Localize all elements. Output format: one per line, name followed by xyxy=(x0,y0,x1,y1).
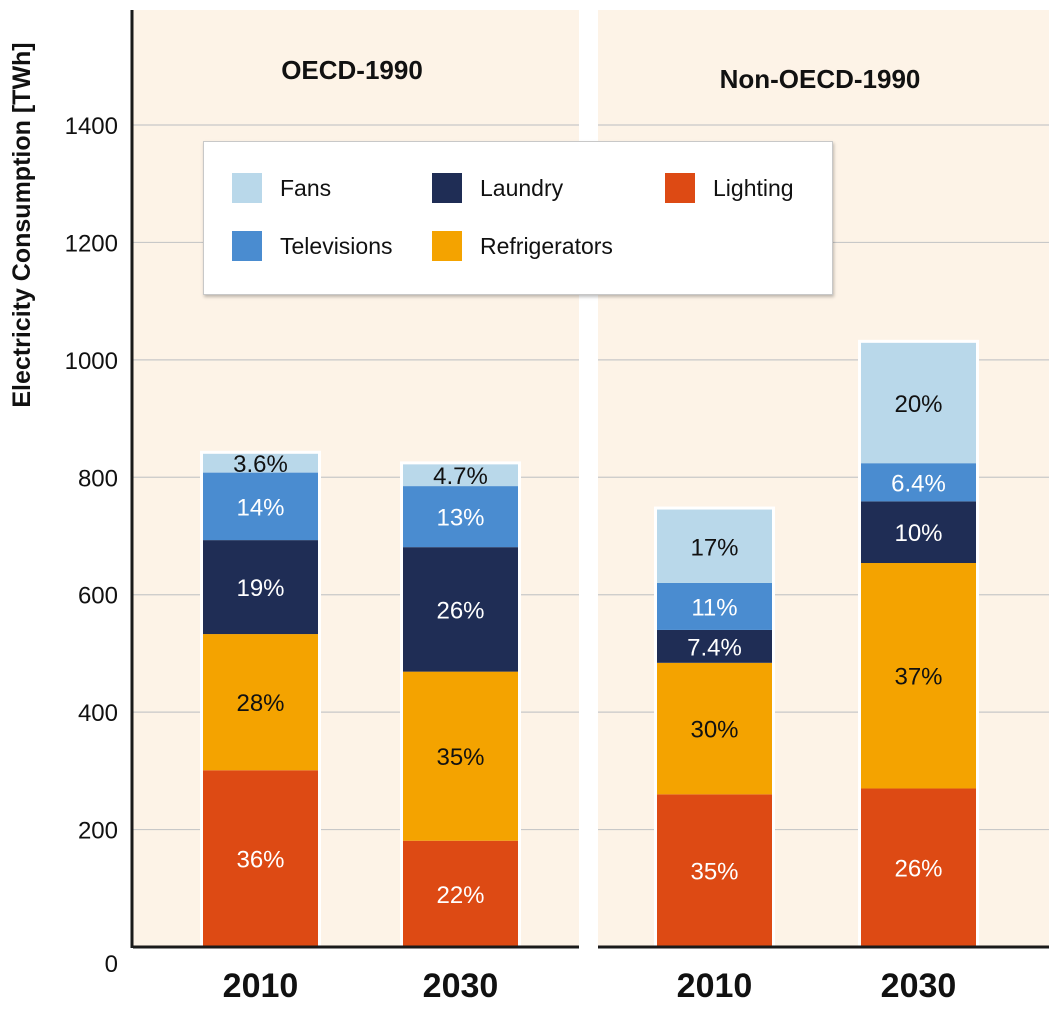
bar-segment-lighting xyxy=(861,788,976,947)
bar-segment-refrigerators xyxy=(861,563,976,789)
data-label: 37% xyxy=(894,664,942,691)
legend-item-televisions: Televisions xyxy=(232,230,393,262)
bar-segment-televisions xyxy=(657,582,772,630)
legend-swatch-laundry xyxy=(432,173,462,203)
bar-segment-laundry xyxy=(203,540,318,635)
data-label: 26% xyxy=(436,597,484,624)
legend-label-refrigerators: Refrigerators xyxy=(480,232,613,259)
bar-segment-refrigerators xyxy=(403,671,518,841)
legend-item-refrigerators: Refrigerators xyxy=(432,230,613,262)
bar-segment-televisions xyxy=(861,463,976,502)
data-label: 6.4% xyxy=(891,470,946,497)
x-category-label: 2010 xyxy=(677,967,753,1005)
data-label: 19% xyxy=(236,575,284,602)
legend-label-laundry: Laundry xyxy=(480,174,564,201)
data-label: 17% xyxy=(690,534,738,561)
x-category-label: 2030 xyxy=(423,967,499,1005)
legend-label-lighting: Lighting xyxy=(713,174,794,201)
data-label: 10% xyxy=(894,520,942,547)
legend-label-fans: Fans xyxy=(280,174,332,201)
bar-segment-fans xyxy=(203,453,318,473)
bar-segment-lighting xyxy=(403,840,518,947)
data-label: 26% xyxy=(894,856,942,883)
data-label: 22% xyxy=(436,882,484,909)
data-label: 14% xyxy=(236,494,284,521)
bar-segment-laundry xyxy=(403,547,518,672)
bar-segment-laundry xyxy=(861,501,976,564)
bar-segment-fans xyxy=(657,509,772,583)
y-tick-label: 0 xyxy=(105,951,118,978)
y-axis-title: Electricity Consumption [TWh] xyxy=(8,42,36,407)
legend-swatch-lighting xyxy=(665,173,695,203)
data-label: 20% xyxy=(894,391,942,418)
y-tick-label: 800 xyxy=(78,465,118,492)
legend-item-laundry: Laundry xyxy=(432,172,563,204)
y-tick-label: 1400 xyxy=(65,113,118,140)
y-tick-label: 600 xyxy=(78,583,118,610)
legend-swatch-refrigerators xyxy=(432,231,462,261)
data-label: 13% xyxy=(436,505,484,532)
data-label: 28% xyxy=(236,690,284,717)
legend-swatch-fans xyxy=(232,173,262,203)
bar-segment-lighting xyxy=(657,794,772,947)
data-label: 36% xyxy=(236,847,284,874)
bar-segment-lighting xyxy=(203,770,318,947)
legend-label-televisions: Televisions xyxy=(280,232,393,259)
y-tick-label: 200 xyxy=(78,818,118,845)
bar-segment-laundry xyxy=(657,629,772,663)
y-tick-label: 1000 xyxy=(65,348,118,375)
panel-title-1: OECD-1990 xyxy=(281,55,423,85)
data-label: 3.6% xyxy=(233,451,288,478)
panel-title-2: Non-OECD-1990 xyxy=(720,64,921,94)
data-label: 11% xyxy=(691,594,737,621)
data-label: 7.4% xyxy=(687,634,742,661)
legend-item-lighting: Lighting xyxy=(665,172,794,204)
data-label: 35% xyxy=(436,744,484,771)
x-category-label: 2030 xyxy=(881,967,957,1005)
bar-segment-refrigerators xyxy=(657,662,772,795)
legend-item-fans: Fans xyxy=(232,172,331,204)
bar-segment-televisions xyxy=(203,472,318,541)
legend: Fans Laundry Lighting Televisions Refrig… xyxy=(203,141,833,295)
y-tick-label: 1200 xyxy=(65,230,118,257)
legend-swatch-televisions xyxy=(232,231,262,261)
y-tick-label: 400 xyxy=(78,700,118,727)
data-label: 4.7% xyxy=(433,463,488,490)
x-category-label: 2010 xyxy=(223,967,299,1005)
bar-segment-fans xyxy=(403,464,518,487)
bar-segment-televisions xyxy=(403,486,518,548)
bar-segment-refrigerators xyxy=(203,634,318,771)
bar-segment-fans xyxy=(861,342,976,464)
data-label: 30% xyxy=(690,717,738,744)
data-label: 35% xyxy=(690,859,738,886)
